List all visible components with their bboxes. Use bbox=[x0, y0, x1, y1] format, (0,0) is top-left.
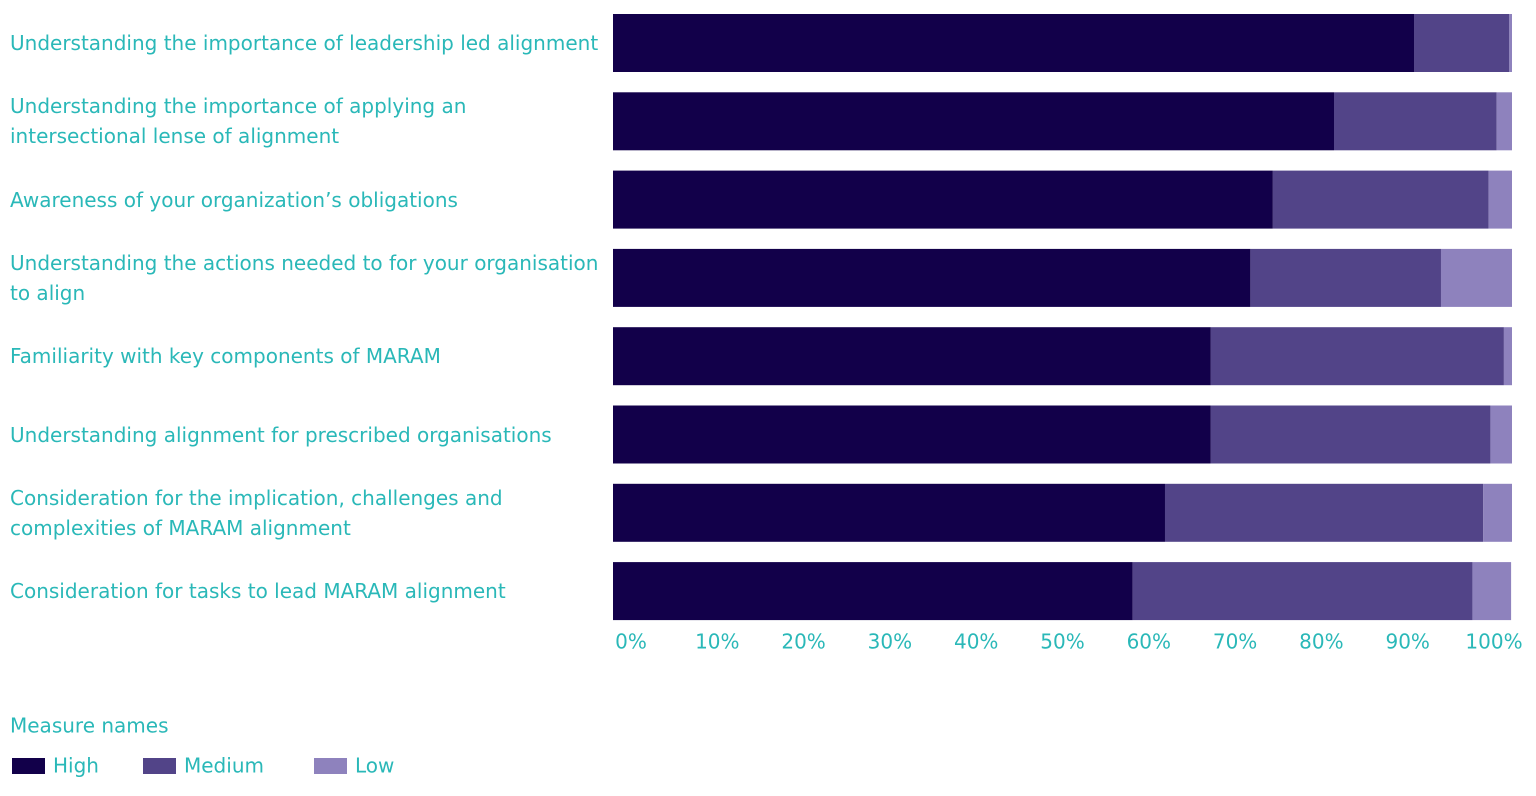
legend-label: High bbox=[53, 754, 99, 778]
bar-segment bbox=[1414, 14, 1510, 72]
bar-segment bbox=[1210, 327, 1504, 386]
legend-swatch bbox=[12, 758, 45, 774]
bar-segment bbox=[613, 92, 1334, 151]
bar-segment bbox=[1503, 327, 1512, 386]
bar-segment bbox=[1472, 562, 1512, 621]
bar-segment bbox=[1164, 483, 1484, 542]
x-tick-label: 0% bbox=[615, 630, 647, 654]
bar-segment bbox=[1483, 483, 1512, 542]
bar-segment bbox=[1250, 248, 1441, 307]
category-label: Understanding alignment for prescribed o… bbox=[10, 422, 552, 447]
x-tick-label: 70% bbox=[1213, 630, 1257, 654]
x-tick-label: 20% bbox=[781, 630, 825, 654]
legend-title: Measure names bbox=[10, 714, 169, 738]
x-tick-label: 100% bbox=[1465, 630, 1522, 654]
bar-segment bbox=[1210, 405, 1491, 464]
x-tick-label: 60% bbox=[1127, 630, 1171, 654]
bar-segment bbox=[1333, 92, 1497, 151]
x-tick-label: 40% bbox=[954, 630, 998, 654]
legend-swatch bbox=[143, 758, 176, 774]
category-label: Consideration for tasks to lead MARAM al… bbox=[10, 579, 506, 604]
bar-segment bbox=[1496, 92, 1512, 151]
bar-segment bbox=[1132, 562, 1473, 621]
x-tick-label: 10% bbox=[695, 630, 739, 654]
bar-segment bbox=[613, 170, 1273, 229]
category-label: Consideration for the implication, chall… bbox=[10, 485, 503, 540]
x-tick-label: 50% bbox=[1040, 630, 1084, 654]
bar-segment bbox=[613, 327, 1211, 386]
legend-label: Medium bbox=[184, 754, 264, 778]
x-tick-label: 30% bbox=[868, 630, 912, 654]
category-label: Awareness of your organization’s obligat… bbox=[10, 187, 458, 212]
category-label: Understanding the importance of applying… bbox=[10, 94, 467, 149]
legend-swatch bbox=[314, 758, 347, 774]
category-label: Understanding the importance of leadersh… bbox=[10, 31, 599, 55]
x-tick-label: 80% bbox=[1299, 630, 1343, 654]
x-tick-label: 90% bbox=[1385, 630, 1429, 654]
bar-segment bbox=[613, 562, 1133, 621]
legend-label: Low bbox=[355, 754, 394, 778]
bar-segment bbox=[613, 483, 1165, 542]
bar-segment bbox=[613, 248, 1251, 307]
bar-segment bbox=[613, 405, 1211, 464]
bar-segment bbox=[1440, 248, 1512, 307]
bar-segment bbox=[1272, 170, 1489, 229]
category-label: Familiarity with key components of MARAM bbox=[10, 344, 441, 369]
category-label: Understanding the actions needed to for … bbox=[10, 250, 599, 305]
bar-segment bbox=[1509, 14, 1512, 72]
bar-segment bbox=[1488, 170, 1512, 229]
bar-segment bbox=[613, 14, 1415, 72]
bar-segment bbox=[1490, 405, 1512, 464]
